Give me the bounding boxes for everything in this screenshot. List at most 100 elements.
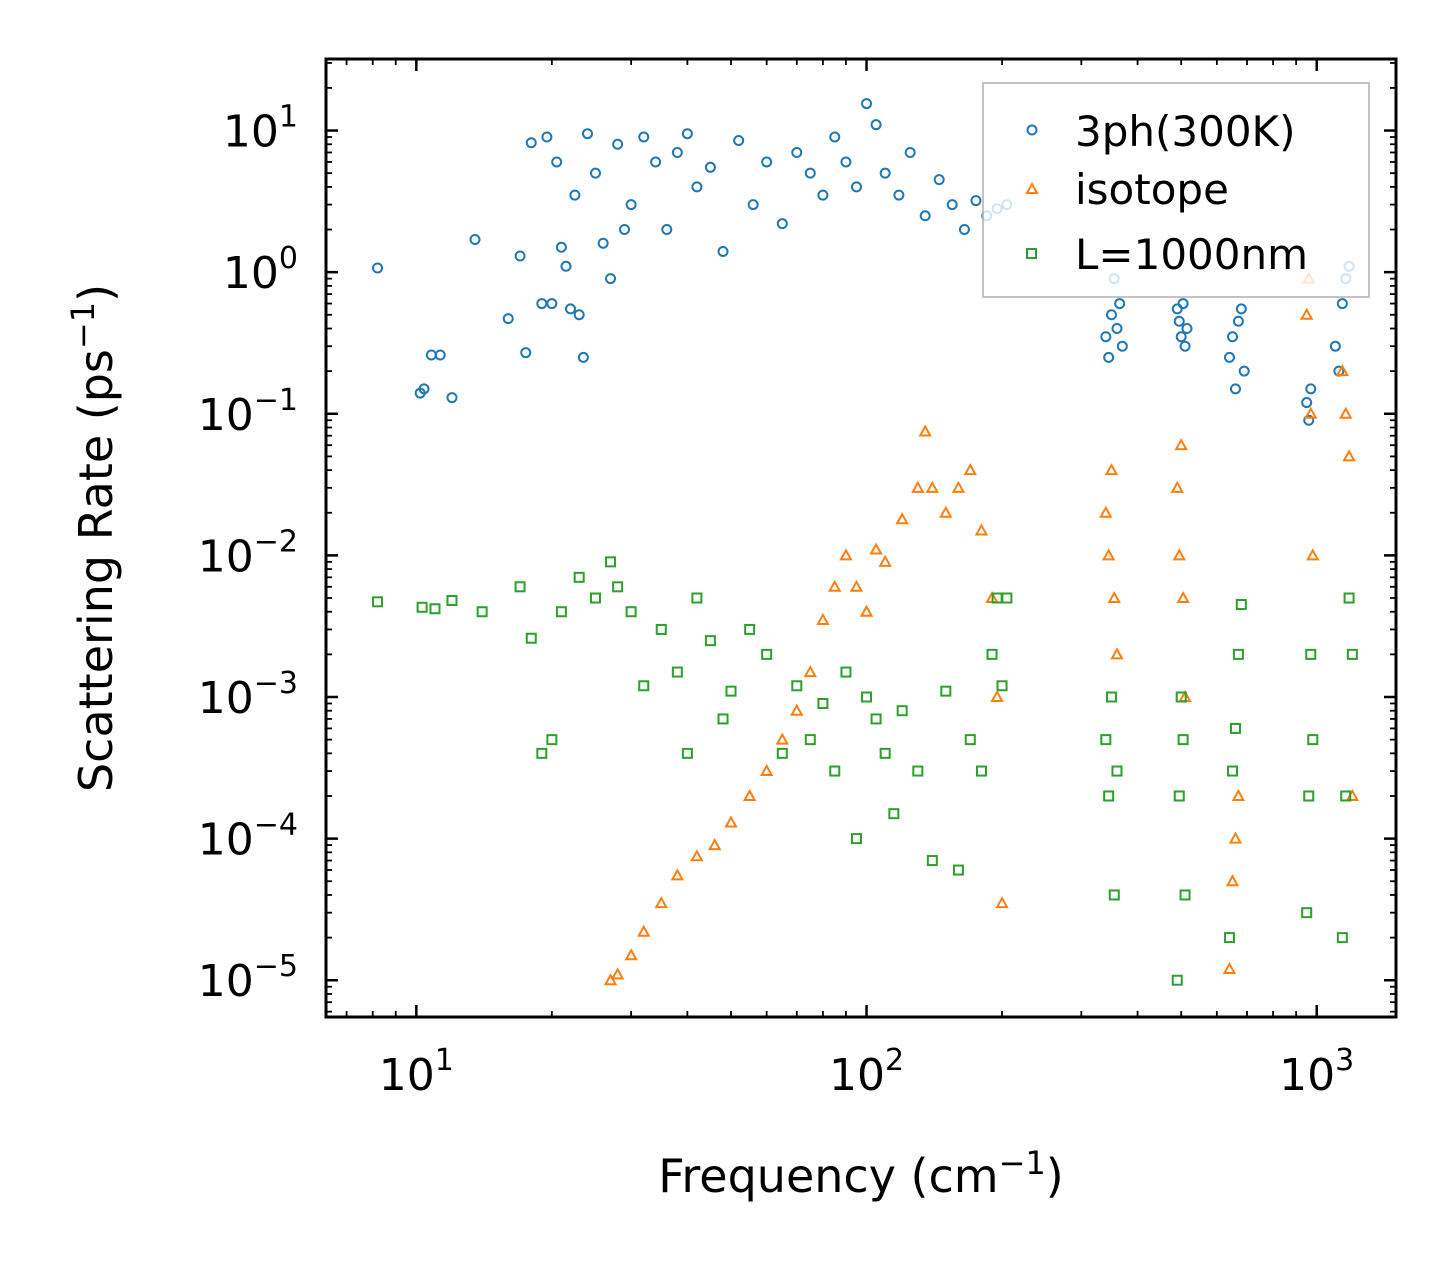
y-tick-label-5: 10−4 — [198, 808, 298, 866]
point-circle-53 — [946, 199, 958, 211]
point-square-55 — [1177, 734, 1189, 746]
point-triangle-3 — [637, 924, 651, 937]
point-square-38 — [926, 855, 938, 867]
point-square-18 — [681, 747, 693, 759]
point-triangle-22 — [911, 480, 925, 493]
point-square-59 — [1229, 722, 1241, 734]
legend-entry-3ph: 3ph(300K) — [1026, 107, 1295, 156]
point-triangle-30 — [990, 689, 1004, 702]
point-square-49 — [1105, 691, 1117, 703]
point-square-11 — [589, 592, 601, 604]
point-circle-79 — [1303, 414, 1315, 426]
point-circle-13 — [546, 298, 558, 310]
axis-ticks — [326, 59, 1396, 1017]
x-tick-label-1: 102 — [829, 1043, 904, 1101]
point-square-51 — [1111, 765, 1123, 777]
point-circle-37 — [747, 199, 759, 211]
y-tick-label-3: 10−2 — [198, 524, 298, 582]
point-circle-26 — [619, 224, 631, 236]
point-triangle-45 — [1231, 788, 1246, 801]
point-triangle-23 — [918, 424, 932, 437]
point-square-14 — [625, 606, 637, 618]
point-square-29 — [829, 765, 841, 777]
point-circle-17 — [564, 303, 576, 315]
point-triangle-48 — [1304, 406, 1318, 419]
point-square-31 — [851, 833, 863, 845]
point-square-15 — [638, 680, 650, 692]
point-square-33 — [870, 713, 882, 725]
point-triangle-51 — [1339, 406, 1353, 419]
point-square-60 — [1232, 648, 1244, 660]
point-triangle-24 — [925, 480, 940, 493]
point-circle-6 — [469, 234, 481, 246]
point-square-4 — [476, 606, 488, 618]
point-triangle-42 — [1222, 961, 1237, 975]
point-square-53 — [1173, 790, 1185, 802]
point-square-1 — [416, 601, 428, 613]
point-square-20 — [704, 635, 716, 647]
point-triangle-19 — [869, 542, 883, 555]
point-circle-14 — [551, 156, 563, 168]
point-circle-63 — [1111, 323, 1123, 335]
point-square-9 — [555, 606, 567, 618]
point-triangle-49 — [1306, 548, 1320, 561]
point-circle-22 — [589, 167, 601, 179]
point-circle-74 — [1229, 383, 1241, 395]
point-triangle-26 — [951, 480, 966, 493]
point-square-17 — [671, 666, 683, 678]
point-square-50 — [1108, 889, 1120, 901]
legend-label-3ph: 3ph(300K) — [1075, 107, 1295, 156]
point-square-6 — [525, 632, 537, 644]
legend-circle-marker — [1026, 124, 1038, 136]
point-circle-38 — [761, 156, 773, 168]
point-square-22 — [725, 685, 737, 697]
point-circle-32 — [681, 128, 693, 140]
point-square-40 — [952, 864, 964, 876]
point-square-45 — [996, 680, 1008, 692]
point-circle-69 — [1177, 298, 1189, 310]
point-triangle-27 — [963, 463, 977, 476]
point-square-62 — [1301, 907, 1313, 919]
point-square-66 — [1336, 932, 1348, 944]
point-triangle-38 — [1172, 548, 1186, 561]
point-circle-39 — [776, 218, 788, 230]
point-triangle-46 — [1300, 307, 1314, 320]
point-circle-41 — [804, 167, 816, 179]
point-triangle-37 — [1170, 480, 1184, 493]
point-circle-47 — [870, 119, 882, 131]
point-circle-44 — [840, 156, 852, 168]
point-circle-50 — [904, 146, 916, 158]
point-circle-68 — [1175, 331, 1187, 343]
point-triangle-17 — [849, 579, 864, 592]
point-circle-55 — [970, 195, 982, 207]
point-circle-49 — [893, 189, 905, 201]
point-square-13 — [612, 581, 624, 593]
point-triangle-44 — [1228, 831, 1243, 844]
point-square-56 — [1179, 889, 1191, 901]
point-square-63 — [1303, 790, 1315, 802]
y-tick-label-6: 10−5 — [198, 949, 298, 1007]
point-triangle-4 — [654, 896, 668, 909]
point-square-28 — [817, 697, 829, 709]
point-square-54 — [1175, 691, 1187, 703]
point-circle-35 — [717, 245, 729, 257]
point-circle-65 — [1116, 340, 1128, 352]
data-points — [372, 98, 1360, 986]
point-triangle-10 — [759, 763, 774, 777]
point-square-57 — [1223, 932, 1235, 944]
point-circle-18 — [569, 189, 581, 201]
point-circle-43 — [829, 131, 841, 143]
point-circle-12 — [541, 131, 553, 143]
point-circle-33 — [691, 181, 703, 193]
point-circle-10 — [525, 137, 537, 149]
point-triangle-7 — [708, 838, 722, 851]
point-triangle-11 — [775, 732, 790, 745]
point-circle-16 — [560, 260, 572, 272]
legend-triangle-marker — [1025, 181, 1039, 194]
point-square-0 — [372, 596, 384, 608]
point-triangle-43 — [1225, 874, 1240, 887]
point-square-36 — [896, 705, 908, 717]
point-triangle-36 — [1110, 647, 1124, 660]
point-square-34 — [879, 747, 891, 759]
